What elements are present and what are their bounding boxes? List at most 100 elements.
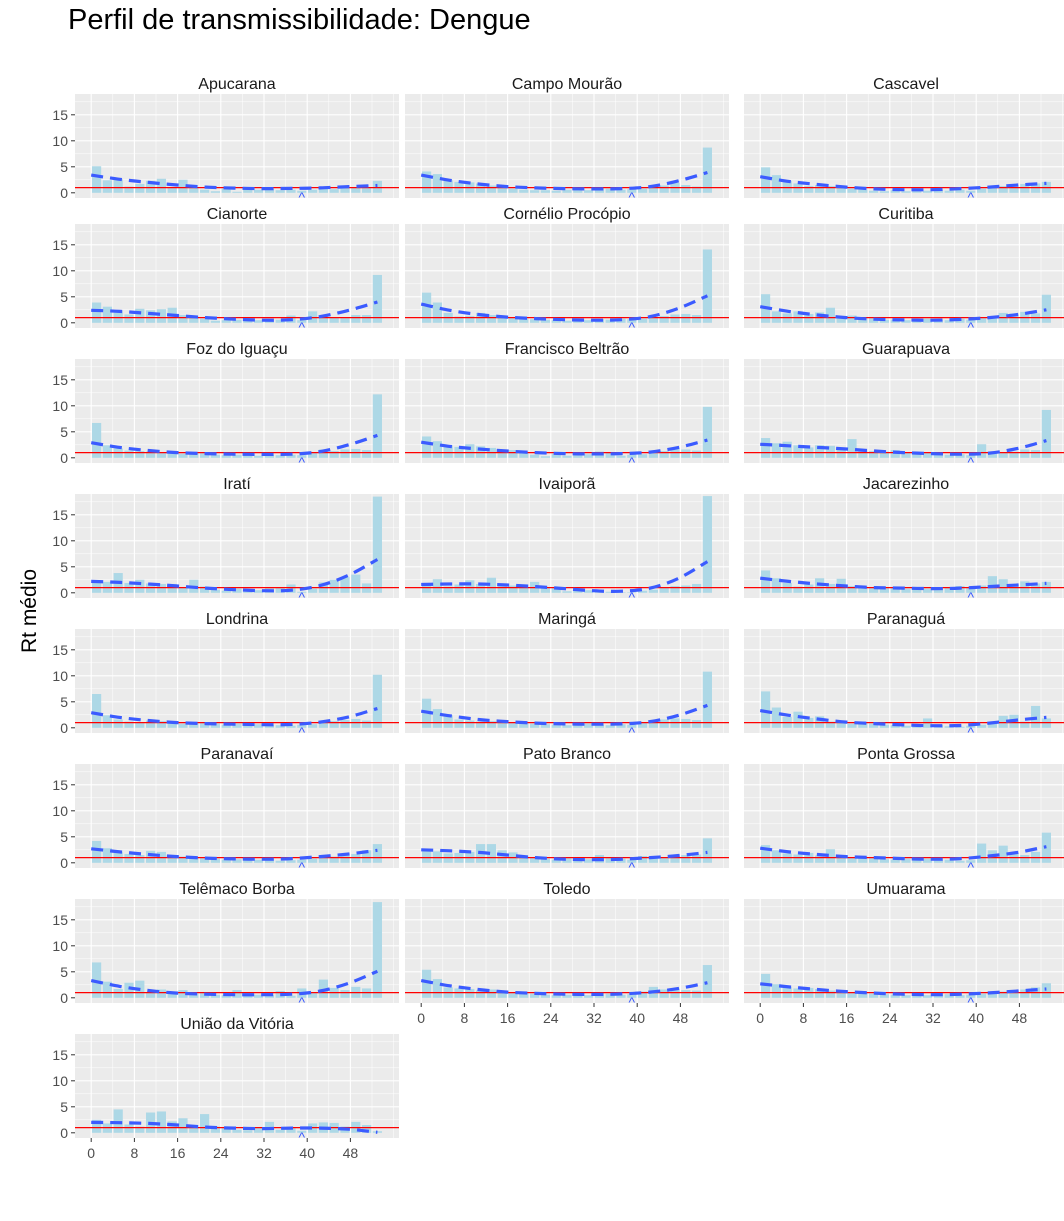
bar: [508, 450, 518, 458]
bar: [627, 454, 637, 458]
bar: [465, 720, 475, 728]
week-marker: ^: [299, 994, 306, 1010]
bar: [167, 991, 177, 998]
y-tick-label: 15: [52, 912, 68, 928]
panel-title: Londrina: [206, 611, 268, 628]
bar: [966, 319, 976, 323]
y-tick-label: 5: [60, 289, 68, 305]
bar: [901, 191, 911, 193]
bar: [340, 855, 350, 863]
bar: [275, 319, 285, 323]
trend-line: [420, 294, 709, 322]
bar: [476, 990, 486, 998]
bar: [847, 857, 857, 863]
bar: [901, 320, 911, 323]
trend-line: [90, 707, 378, 727]
bar: [648, 453, 658, 458]
y-tick-label: 5: [60, 694, 68, 710]
bar: [1020, 989, 1030, 998]
bar: [92, 840, 102, 863]
bar: [944, 726, 954, 728]
bar: [584, 859, 594, 863]
bar: [562, 455, 572, 458]
panel-umuarama: Umuarama ^ 0 8 16 24 32 40 48: [744, 881, 1064, 1026]
bar: [422, 292, 432, 323]
bar: [362, 315, 372, 323]
bar: [692, 450, 702, 458]
bar: [372, 844, 382, 863]
bar: [847, 188, 857, 193]
bar: [210, 589, 220, 593]
bar: [659, 719, 669, 728]
bar: [692, 720, 702, 728]
bar: [998, 186, 1008, 193]
bar: [825, 445, 835, 458]
panel-title: Apucarana: [198, 76, 275, 93]
bar: [912, 859, 922, 863]
bar: [432, 709, 442, 728]
bar: [966, 190, 976, 193]
bar: [616, 994, 626, 998]
panel-title: Guarapuava: [862, 341, 950, 358]
bar: [362, 850, 372, 863]
bar: [135, 308, 145, 323]
bar: [530, 723, 540, 728]
bar: [562, 591, 572, 593]
bar: [221, 1127, 231, 1133]
panel-title: Iratí: [223, 476, 251, 493]
bar: [584, 590, 594, 593]
bar: [761, 570, 771, 593]
bar: [297, 190, 307, 193]
bar: [221, 188, 231, 193]
panel-background: [744, 494, 1064, 598]
gridlines: [744, 899, 1064, 1003]
bar: [627, 994, 637, 998]
week-marker: ^: [299, 1129, 306, 1145]
bar: [793, 586, 803, 593]
bar: [340, 449, 350, 458]
bar: [102, 981, 112, 998]
bar: [146, 850, 156, 863]
y-tick-label: 15: [52, 372, 68, 388]
bar: [681, 313, 691, 323]
panel-title: Foz do Iguaçu: [186, 341, 287, 358]
bar: [243, 1130, 253, 1133]
bar: [530, 454, 540, 458]
bar: [210, 320, 220, 323]
bar: [955, 726, 965, 728]
bar: [286, 1128, 296, 1133]
bar: [146, 720, 156, 728]
bar: [189, 316, 199, 323]
bar: [167, 583, 177, 593]
trend-line: [759, 175, 1047, 192]
trend-line: [759, 709, 1047, 728]
bar: [771, 443, 781, 458]
gridlines: [405, 94, 729, 198]
gridlines: [75, 899, 399, 1003]
y-tick-label: 10: [52, 803, 68, 819]
bar: [966, 455, 976, 458]
bar: [761, 438, 771, 458]
bar: [793, 711, 803, 728]
bar: [901, 858, 911, 863]
trend-line: [91, 558, 379, 593]
y-axis: 0 5 10 15: [52, 507, 75, 601]
bar: [102, 715, 112, 728]
bar: [879, 588, 889, 593]
bar: [362, 1125, 372, 1133]
bar: [232, 588, 242, 593]
gridlines: [75, 224, 399, 328]
bar: [584, 190, 594, 193]
bar: [432, 302, 442, 323]
y-tick-label: 10: [52, 668, 68, 684]
bar: [858, 450, 868, 458]
week-marker: ^: [299, 589, 306, 605]
bar: [616, 455, 626, 458]
bar: [178, 723, 188, 728]
bar: [638, 188, 648, 193]
bar: [156, 989, 166, 998]
bar: [135, 722, 145, 728]
bar: [508, 992, 518, 998]
bar: [540, 190, 550, 193]
bar: [955, 189, 965, 193]
